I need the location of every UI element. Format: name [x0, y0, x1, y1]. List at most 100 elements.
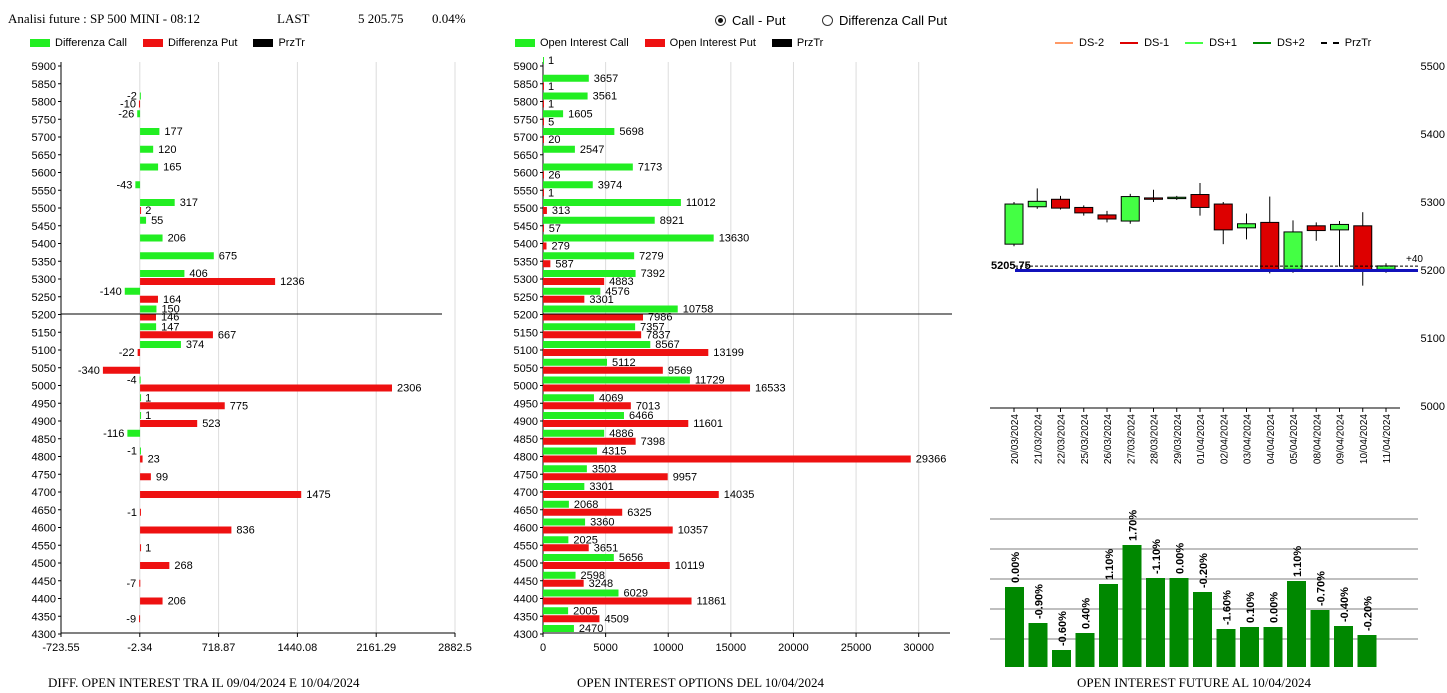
radio-unselected-icon	[822, 15, 833, 26]
put-value: 9569	[668, 365, 692, 377]
legend-ds-2: DS-2	[1055, 37, 1104, 49]
call-value: 6029	[624, 588, 648, 600]
put-value: 279	[551, 241, 569, 253]
call-bar	[543, 536, 569, 544]
strike-label: 5800	[32, 97, 56, 109]
strike-label: 5400	[32, 239, 56, 251]
call-value: 11012	[686, 197, 716, 209]
put-value: 7013	[636, 400, 660, 412]
call-bar	[543, 128, 615, 135]
call-value: 7357	[640, 321, 664, 333]
call-bar	[543, 163, 633, 171]
call-bar	[543, 500, 569, 508]
call-value: -43	[116, 179, 132, 191]
call-value: 2025	[573, 534, 597, 546]
strike-label: 4300	[514, 629, 538, 641]
put-value: 10119	[675, 560, 705, 572]
call-value: 5656	[619, 552, 643, 564]
put-value: 4509	[604, 613, 628, 625]
put-bar	[543, 544, 589, 552]
strike-label: 5800	[514, 97, 538, 109]
date-label: 01/04/2024	[1196, 414, 1207, 464]
put-value: 99	[156, 471, 168, 483]
y-tick-label: 5200	[1421, 265, 1445, 277]
put-bar	[140, 455, 143, 463]
strike-label: 4550	[32, 540, 56, 552]
oi-bar	[1028, 623, 1048, 667]
date-label: 26/03/2024	[1103, 414, 1114, 464]
candle-body	[1120, 196, 1140, 222]
strike-label: 5850	[514, 79, 538, 91]
call-bar	[543, 394, 594, 402]
oi-change-label: -0.20%	[1198, 553, 1210, 588]
call-bar	[543, 323, 636, 331]
put-bar	[139, 615, 141, 623]
oi-change-label: -1.10%	[1151, 539, 1163, 574]
put-bar	[140, 597, 163, 605]
put-value: 3651	[594, 542, 618, 554]
call-value: 2005	[573, 605, 597, 617]
call-value: 7173	[638, 162, 662, 174]
candle-body	[1190, 194, 1210, 208]
call-value: 55	[151, 215, 163, 227]
strike-label: 4750	[32, 469, 56, 481]
call-value: 3503	[592, 463, 616, 475]
call-bar	[137, 110, 141, 118]
call-bar	[140, 163, 159, 171]
call-value: 11729	[695, 375, 725, 387]
call-value: 120	[158, 144, 176, 156]
call-value: 4069	[599, 392, 623, 404]
call-bar	[543, 554, 614, 561]
call-value: 2547	[580, 144, 604, 156]
oi-change-label: 1.10%	[1104, 549, 1116, 580]
put-bar	[140, 491, 302, 498]
put-bar	[543, 242, 547, 250]
put-value: -340	[78, 365, 100, 377]
date-label: 21/03/2024	[1033, 414, 1044, 464]
oi-change-label: 1.10%	[1292, 546, 1304, 577]
strike-label: 5600	[32, 168, 56, 180]
strike-label: 5850	[32, 79, 56, 91]
put-bar	[543, 402, 631, 410]
radio-diff-call-put[interactable]: Differenza Call Put	[822, 13, 947, 28]
strike-label: 5150	[32, 327, 56, 339]
call-bar	[543, 447, 598, 455]
call-value: 317	[180, 197, 198, 209]
strike-label: 4600	[32, 523, 56, 535]
put-value: 2306	[397, 383, 421, 395]
strike-label: 5900	[514, 61, 538, 73]
candle-body	[1097, 214, 1117, 220]
put-value: -22	[119, 347, 135, 359]
put-value: 1	[548, 81, 554, 93]
call-value: 8921	[660, 215, 684, 227]
radio-selected-icon	[715, 15, 726, 26]
put-value: 2	[145, 205, 151, 217]
strike-label: 4950	[514, 398, 538, 410]
put-value: 13199	[713, 347, 744, 359]
oi-bar	[1146, 578, 1165, 667]
strike-label: 4800	[514, 452, 538, 464]
strike-label: 4700	[514, 487, 538, 499]
call-value: 147	[161, 321, 179, 333]
put-bar	[543, 526, 673, 534]
call-value: -26	[118, 108, 134, 120]
last-label: LAST	[277, 11, 310, 26]
oi-change-label: 0.40%	[1081, 598, 1093, 629]
call-value: 5698	[619, 126, 643, 138]
call-value: 165	[163, 162, 181, 174]
legend-ds+1: DS+1	[1185, 37, 1237, 49]
radio-call-put[interactable]: Call - Put	[715, 13, 785, 28]
put-bar	[140, 402, 225, 410]
call-bar	[543, 589, 619, 597]
call-bar	[543, 376, 690, 384]
put-bar	[140, 295, 158, 303]
put-bar	[140, 331, 213, 339]
strike-label: 5650	[32, 150, 56, 162]
call-bar	[543, 110, 564, 118]
put-value: 1236	[280, 276, 304, 288]
x-tick-label: 30000	[903, 642, 934, 654]
put-value: 11861	[697, 596, 727, 608]
strike-label: 5250	[32, 292, 56, 304]
put-value: 313	[552, 205, 570, 217]
put-bar	[543, 118, 544, 126]
